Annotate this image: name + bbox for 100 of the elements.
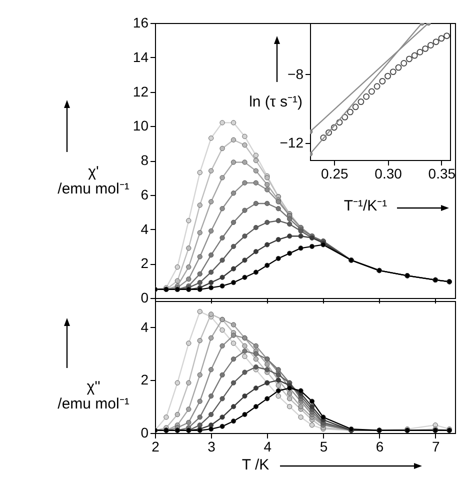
point	[264, 396, 270, 402]
point	[197, 254, 202, 260]
point	[230, 137, 236, 142]
point	[220, 396, 225, 402]
point	[208, 168, 214, 174]
point	[220, 175, 225, 180]
point	[208, 426, 214, 432]
x-tick-label: 3	[208, 438, 216, 454]
point	[406, 56, 412, 62]
point	[264, 200, 270, 206]
point	[208, 422, 214, 428]
point	[253, 200, 258, 206]
point	[208, 394, 214, 399]
point	[197, 414, 202, 420]
x-tick-label: 0.30	[374, 166, 402, 182]
point	[208, 412, 214, 418]
point	[230, 340, 236, 346]
y-tick-label: 6	[140, 186, 149, 202]
point	[230, 404, 236, 410]
point	[208, 252, 214, 258]
point	[253, 351, 258, 356]
point	[309, 422, 315, 428]
point	[208, 136, 214, 141]
point	[174, 380, 180, 386]
point	[438, 35, 445, 42]
point	[230, 418, 236, 424]
point	[276, 394, 281, 399]
point	[422, 45, 429, 52]
point	[253, 356, 258, 362]
point	[197, 372, 202, 378]
y-tick-label: 14	[132, 48, 149, 65]
x-tick-label: 0.25	[321, 166, 348, 182]
point	[197, 202, 202, 208]
point	[186, 406, 192, 412]
point	[164, 414, 169, 420]
point	[242, 348, 248, 354]
point	[197, 230, 202, 236]
point	[330, 124, 338, 131]
point	[230, 244, 236, 249]
point	[264, 262, 270, 268]
point	[197, 338, 202, 344]
x-tick-label: 7	[432, 438, 440, 454]
point	[309, 404, 315, 410]
point	[253, 152, 258, 158]
point	[400, 60, 408, 66]
y-tick-label: 8	[140, 152, 149, 168]
point	[242, 142, 248, 148]
point	[220, 146, 225, 152]
point	[253, 180, 258, 186]
y-tick-label: 2	[140, 372, 149, 388]
x-tick-label: 0.35	[428, 166, 456, 182]
point	[298, 404, 304, 410]
point	[220, 343, 225, 348]
point	[253, 168, 258, 174]
point	[242, 394, 248, 399]
point	[242, 258, 248, 263]
point	[427, 42, 434, 48]
point	[264, 367, 270, 372]
point	[242, 134, 248, 139]
point	[253, 404, 258, 410]
y-tick-label: 0	[140, 290, 149, 306]
point	[174, 264, 180, 270]
point	[186, 420, 192, 425]
point	[230, 356, 236, 362]
point	[208, 228, 214, 234]
point	[432, 422, 438, 428]
point	[326, 129, 332, 136]
point	[287, 222, 292, 227]
point	[432, 38, 440, 46]
point	[253, 270, 258, 275]
point	[276, 237, 281, 242]
point	[242, 180, 248, 186]
point	[298, 234, 304, 239]
point	[374, 83, 380, 90]
point	[242, 160, 248, 165]
point	[220, 235, 225, 240]
point	[253, 364, 258, 370]
point	[230, 380, 236, 386]
point	[253, 343, 258, 348]
point	[309, 398, 315, 404]
point	[208, 312, 214, 317]
point	[197, 398, 202, 404]
point	[242, 208, 248, 213]
point	[220, 328, 225, 333]
point	[253, 224, 258, 230]
point	[220, 372, 225, 378]
point	[208, 285, 214, 290]
point	[230, 280, 236, 286]
point	[220, 120, 225, 126]
point	[298, 388, 304, 394]
point	[336, 119, 343, 126]
point	[220, 258, 225, 263]
point	[395, 64, 402, 71]
point	[242, 370, 248, 375]
point	[346, 108, 354, 116]
y-axis-title: ln (τ s⁻¹)	[249, 94, 303, 110]
point	[220, 424, 225, 429]
x-tick-label: 2	[152, 438, 160, 454]
point	[298, 414, 304, 420]
point	[276, 367, 281, 372]
